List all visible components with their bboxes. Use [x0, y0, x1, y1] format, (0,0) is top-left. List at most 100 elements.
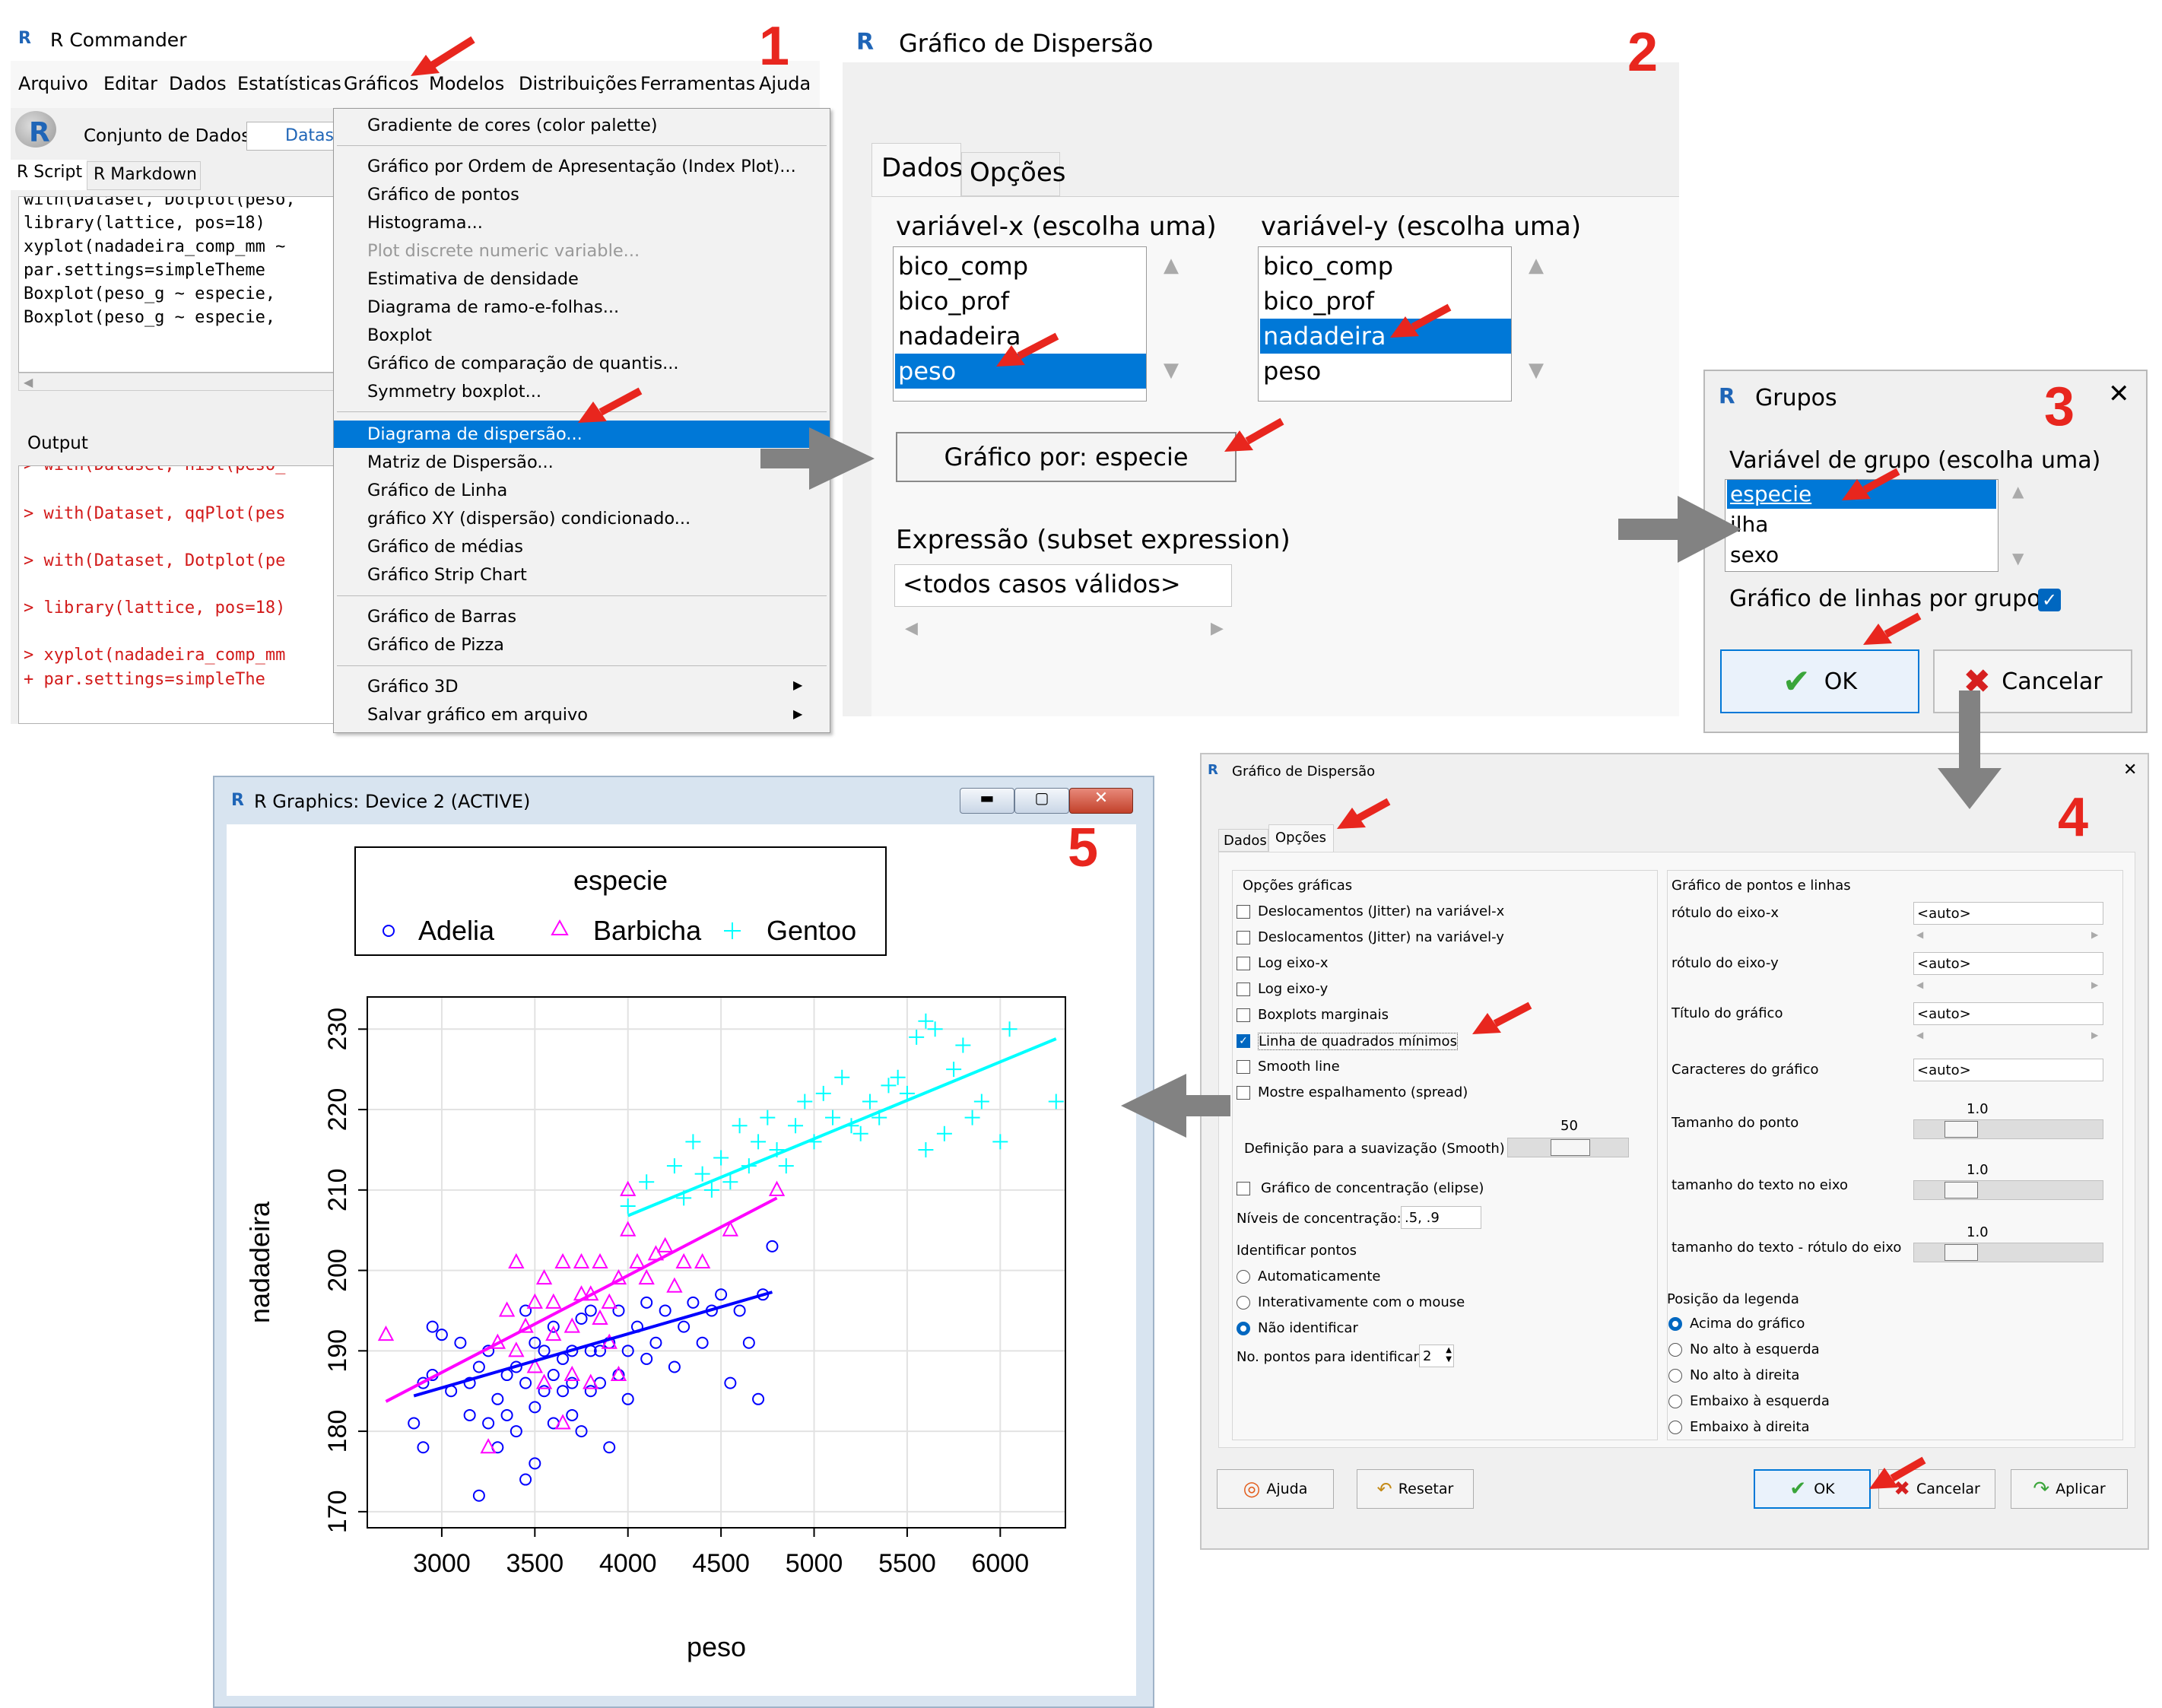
menu-item-line-graph[interactable]: Gráfico de Linha: [367, 481, 508, 500]
slider-thumb[interactable]: [1945, 1182, 1978, 1198]
option-checkbox[interactable]: [1237, 957, 1250, 970]
menu-dados[interactable]: Dados: [169, 73, 227, 94]
identify-radio[interactable]: [1237, 1270, 1250, 1284]
spin-arrows-icon[interactable]: ▲ ▼: [1446, 1346, 1452, 1364]
menu-editar[interactable]: Editar: [103, 73, 158, 94]
menu-ajuda[interactable]: Ajuda: [759, 73, 811, 94]
scroll-up-icon[interactable]: ▲: [1164, 254, 1179, 277]
plot-by-group-button[interactable]: Gráfico por: especie: [896, 432, 1237, 482]
menu-item-histogram[interactable]: Histograma...: [367, 213, 483, 233]
menu-arquivo[interactable]: Arquivo: [18, 73, 88, 94]
list-item[interactable]: ilha: [1730, 512, 1769, 537]
close-icon[interactable]: ✕: [2108, 379, 2130, 409]
slider-thumb[interactable]: [1945, 1244, 1978, 1261]
lines-by-group-checkbox[interactable]: ✓: [2038, 589, 2061, 611]
list-item[interactable]: bico_comp: [898, 252, 1029, 281]
ylab-input[interactable]: <auto>: [1913, 952, 2103, 975]
menu-item-pie-chart[interactable]: Gráfico de Pizza: [367, 635, 504, 655]
list-item[interactable]: nadadeira: [898, 322, 1021, 351]
legend-position-radio[interactable]: [1668, 1395, 1682, 1408]
menu-item-means-plot[interactable]: Gráfico de médias: [367, 537, 524, 557]
plot-chars-input[interactable]: <auto>: [1913, 1059, 2103, 1081]
ok-button[interactable]: ✔ OK: [1720, 649, 1919, 713]
dataset-button[interactable]: Datase: [246, 122, 344, 151]
list-item[interactable]: sexo: [1730, 542, 1779, 567]
menu-item-qq-plot[interactable]: Gráfico de comparação de quantis...: [367, 354, 679, 373]
scroll-arrows-icon[interactable]: ◀: [1916, 929, 1924, 940]
menu-ferramentas[interactable]: Ferramentas: [640, 73, 756, 94]
menu-item-xyplot[interactable]: gráfico XY (dispersão) condicionado...: [367, 509, 691, 529]
smooth-slider[interactable]: [1507, 1138, 1629, 1157]
list-item[interactable]: bico_prof: [898, 287, 1009, 316]
menu-item-scatter-plot[interactable]: Diagrama de dispersão...: [334, 421, 830, 448]
menu-distribuicoes[interactable]: Distribuições: [519, 73, 637, 94]
option-checkbox[interactable]: [1237, 905, 1250, 919]
x-variable-listbox[interactable]: bico_comp bico_prof nadadeira peso: [893, 246, 1147, 402]
tab-r-script[interactable]: R Script: [11, 160, 87, 190]
y-variable-listbox[interactable]: bico_comp bico_prof nadadeira peso: [1258, 246, 1512, 402]
cancel-button[interactable]: ✖ Cancelar: [1933, 649, 2132, 713]
scroll-arrows-icon[interactable]: ▶: [2091, 979, 2099, 990]
scroll-left-icon[interactable]: ◀: [24, 375, 33, 389]
minimize-button[interactable]: ▬: [960, 788, 1014, 814]
menu-item-index-plot[interactable]: Gráfico por Ordem de Apresentação (Index…: [367, 157, 796, 176]
option-checkbox[interactable]: [1237, 1008, 1250, 1022]
menu-estatisticas[interactable]: Estatísticas: [237, 73, 341, 94]
ok-button[interactable]: ✔ OK: [1754, 1469, 1871, 1509]
script-editor[interactable]: with(Dataset, Dotplot(peso, library(latt…: [18, 196, 338, 373]
list-item-selected[interactable]: nadadeira: [1260, 319, 1511, 354]
menu-graficos[interactable]: Gráficos: [344, 73, 419, 94]
npoints-spinbox[interactable]: 2 ▲ ▼: [1419, 1344, 1454, 1367]
tab-dados[interactable]: Dados: [1218, 829, 1268, 852]
scroll-down-icon[interactable]: ▼: [1164, 359, 1179, 382]
identify-radio[interactable]: [1237, 1322, 1250, 1335]
cancel-button[interactable]: ✖ Cancelar: [1878, 1469, 1995, 1509]
legend-position-radio[interactable]: [1668, 1369, 1682, 1383]
script-hscrollbar[interactable]: ◀: [18, 373, 338, 391]
legend-position-radio[interactable]: [1668, 1317, 1682, 1331]
ellipse-checkbox[interactable]: [1237, 1182, 1250, 1195]
identify-radio[interactable]: [1237, 1296, 1250, 1310]
scroll-down-icon[interactable]: ▼: [1529, 359, 1544, 382]
legend-position-radio[interactable]: [1668, 1421, 1682, 1434]
scroll-up-icon[interactable]: ▲: [2012, 482, 2024, 500]
scroll-down-icon[interactable]: ▼: [2012, 549, 2024, 567]
slider-thumb[interactable]: [1945, 1121, 1978, 1138]
close-icon[interactable]: ✕: [2123, 760, 2138, 779]
option-checkbox[interactable]: [1237, 1086, 1250, 1100]
legend-position-radio[interactable]: [1668, 1343, 1682, 1357]
menu-item-dot-plot[interactable]: Gráfico de pontos: [367, 185, 519, 205]
scroll-arrows-icon[interactable]: ◀: [1916, 979, 1924, 990]
menu-item-scatter-matrix[interactable]: Matriz de Dispersão...: [367, 452, 554, 472]
menu-item-3d-graph[interactable]: Gráfico 3D: [367, 677, 459, 697]
option-checkbox[interactable]: [1237, 983, 1250, 996]
scroll-left-icon[interactable]: ◀: [905, 619, 918, 638]
menu-modelos[interactable]: Modelos: [429, 73, 505, 94]
subset-expression-input[interactable]: <todos casos válidos>: [894, 564, 1232, 607]
scroll-right-icon[interactable]: ▶: [1211, 619, 1224, 638]
reset-button[interactable]: ↶ Resetar: [1357, 1469, 1474, 1509]
tab-r-markdown[interactable]: R Markdown: [87, 161, 201, 190]
point-size-slider[interactable]: [1913, 1119, 2103, 1139]
tab-opcoes[interactable]: Opções: [961, 152, 1065, 196]
scroll-arrows-icon[interactable]: ▶: [2091, 1030, 2099, 1040]
xlab-input[interactable]: <auto>: [1913, 902, 2103, 925]
maximize-button[interactable]: ▢: [1014, 788, 1069, 814]
group-variable-listbox[interactable]: especie ilha sexo: [1725, 479, 1999, 572]
menu-item-density[interactable]: Estimativa de densidade: [367, 269, 579, 289]
menu-item-bar-graph[interactable]: Gráfico de Barras: [367, 607, 517, 627]
list-item[interactable]: bico_prof: [1263, 287, 1374, 316]
list-item-selected[interactable]: especie: [1727, 480, 1996, 509]
list-item-selected[interactable]: peso: [895, 354, 1146, 389]
option-checkbox[interactable]: [1237, 931, 1250, 944]
menu-item-stem-leaf[interactable]: Diagrama de ramo-e-folhas...: [367, 297, 620, 317]
option-checkbox[interactable]: ✓: [1237, 1034, 1250, 1048]
slider-thumb[interactable]: [1551, 1139, 1590, 1156]
scroll-arrows-icon[interactable]: ▶: [2091, 929, 2099, 940]
list-item[interactable]: peso: [1263, 357, 1322, 386]
levels-input[interactable]: .5, .9: [1401, 1206, 1481, 1229]
option-checkbox[interactable]: [1237, 1060, 1250, 1074]
scroll-arrows-icon[interactable]: ◀: [1916, 1030, 1924, 1040]
scroll-up-icon[interactable]: ▲: [1529, 254, 1544, 277]
menu-item-strip-chart[interactable]: Gráfico Strip Chart: [367, 565, 527, 585]
